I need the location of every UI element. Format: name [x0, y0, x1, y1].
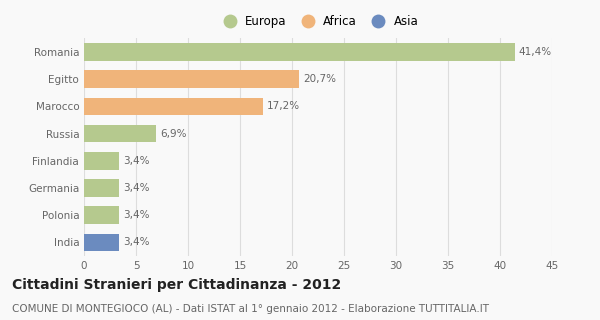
Text: COMUNE DI MONTEGIOCO (AL) - Dati ISTAT al 1° gennaio 2012 - Elaborazione TUTTITA: COMUNE DI MONTEGIOCO (AL) - Dati ISTAT a…	[12, 304, 489, 314]
Text: 3,4%: 3,4%	[124, 210, 150, 220]
Text: 3,4%: 3,4%	[124, 183, 150, 193]
Bar	[84, 125, 156, 142]
Text: 41,4%: 41,4%	[519, 47, 552, 57]
Bar	[84, 152, 119, 170]
Text: 3,4%: 3,4%	[124, 156, 150, 166]
Legend: Europa, Africa, Asia: Europa, Africa, Asia	[218, 15, 418, 28]
Text: 3,4%: 3,4%	[124, 237, 150, 247]
Text: Cittadini Stranieri per Cittadinanza - 2012: Cittadini Stranieri per Cittadinanza - 2…	[12, 278, 341, 292]
Bar	[84, 43, 515, 61]
Bar	[84, 70, 299, 88]
Bar	[84, 206, 119, 224]
Text: 17,2%: 17,2%	[267, 101, 300, 111]
Bar	[84, 98, 263, 115]
Text: 20,7%: 20,7%	[304, 74, 337, 84]
Text: 6,9%: 6,9%	[160, 129, 187, 139]
Bar	[84, 179, 119, 197]
Bar	[84, 234, 119, 251]
